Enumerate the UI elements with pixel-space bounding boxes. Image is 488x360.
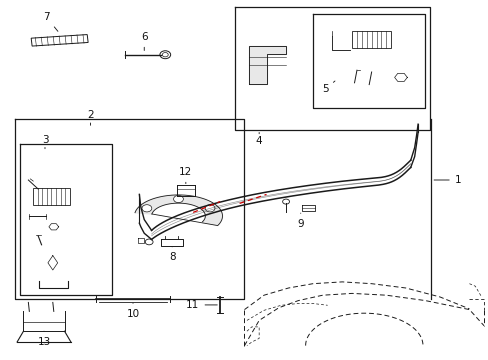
Circle shape — [205, 205, 215, 212]
Text: 5: 5 — [321, 81, 334, 94]
Text: 8: 8 — [168, 247, 175, 262]
Text: 12: 12 — [179, 167, 192, 184]
Polygon shape — [249, 46, 285, 84]
Polygon shape — [135, 195, 222, 226]
Text: 9: 9 — [297, 213, 304, 229]
Text: 10: 10 — [126, 303, 139, 319]
Text: 7: 7 — [43, 12, 58, 31]
Text: 1: 1 — [433, 175, 461, 185]
Text: 13: 13 — [37, 331, 51, 347]
Text: 4: 4 — [255, 132, 262, 147]
Text: 2: 2 — [87, 110, 94, 125]
Text: 11: 11 — [186, 300, 217, 310]
Text: 3: 3 — [41, 135, 48, 149]
Circle shape — [173, 195, 183, 203]
Circle shape — [142, 205, 151, 212]
Text: 6: 6 — [141, 32, 147, 50]
Bar — [351, 31, 390, 48]
Bar — [33, 188, 70, 205]
